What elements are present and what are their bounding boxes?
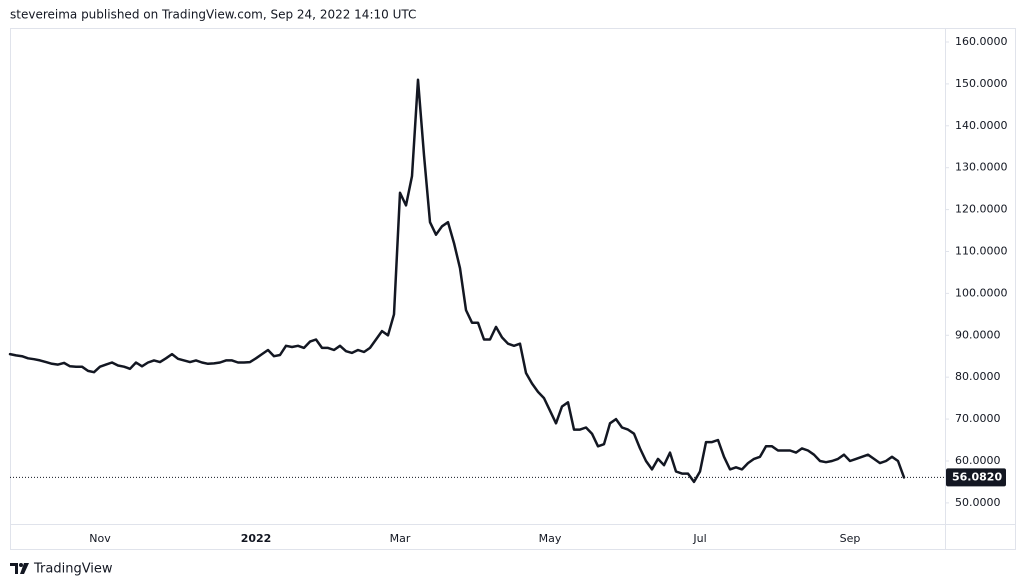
y-tick-label: 140.0000 — [955, 119, 1008, 132]
x-tick-label: May — [539, 532, 562, 545]
y-tick-label: 60.0000 — [955, 454, 1001, 467]
y-tick-label: 80.0000 — [955, 370, 1001, 383]
x-tick-label: Mar — [390, 532, 411, 545]
y-tick-label: 150.0000 — [955, 77, 1008, 90]
x-tick-label: Jul — [692, 532, 706, 545]
price-line — [8, 78, 906, 484]
y-tick-label: 130.0000 — [955, 161, 1008, 174]
x-tick-label: Sep — [840, 532, 861, 545]
y-tick-label: 110.0000 — [955, 244, 1008, 257]
y-tick-label: 100.0000 — [955, 286, 1008, 299]
y-tick-label: 160.0000 — [955, 35, 1008, 48]
y-tick-label: 120.0000 — [955, 203, 1008, 216]
header: stevereima published on TradingView.com,… — [10, 8, 416, 22]
last-price-label: 56.0820 — [952, 470, 1002, 483]
brand-logo — [10, 563, 29, 574]
x-tick-label: 2022 — [241, 532, 272, 545]
brand: TradingView — [33, 562, 113, 577]
frame — [10, 28, 1016, 550]
y-tick-label: 50.0000 — [955, 496, 1001, 509]
x-tick-label: Nov — [89, 532, 111, 545]
last-price-box — [946, 468, 1006, 487]
y-tick-label: 70.0000 — [955, 412, 1001, 425]
y-tick-label: 90.0000 — [955, 328, 1001, 341]
